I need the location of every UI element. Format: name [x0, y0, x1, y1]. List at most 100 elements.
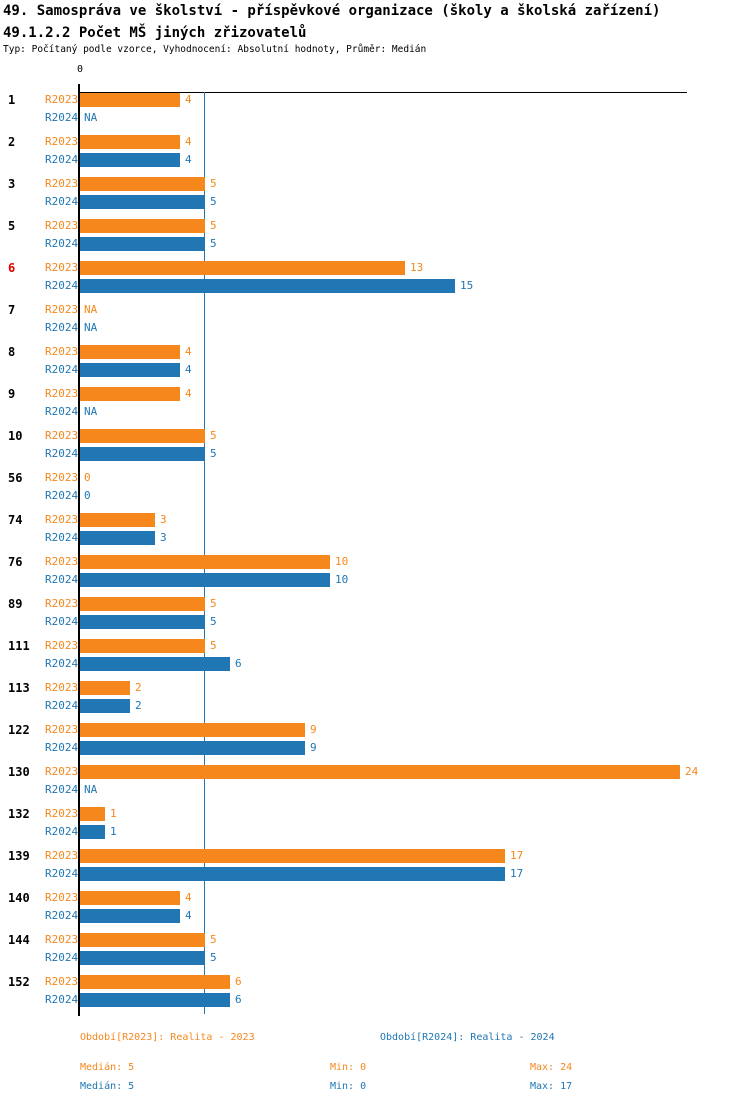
series-label: R2024 — [45, 993, 79, 1006]
series-label: R2023 — [45, 639, 79, 652]
value-label: 9 — [310, 723, 317, 736]
stat-median-r2024: Medián: 5 — [80, 1081, 135, 1092]
bar-row: R2024 6 — [0, 657, 750, 671]
value-label: 4 — [185, 153, 192, 166]
bar-group: 113 R2023 2 R2024 2 — [0, 681, 750, 723]
category-label: 7 — [8, 303, 16, 317]
category-label: 140 — [8, 891, 30, 905]
report-subtitle: 49.1.2.2 Počet MŠ jiných zřizovatelů — [3, 25, 307, 41]
value-label: 6 — [235, 657, 242, 670]
series-label: R2023 — [45, 849, 79, 862]
category-label: 9 — [8, 387, 16, 401]
report-title: 49. Samospráva ve školství - příspěvkové… — [3, 3, 661, 19]
bar-r2024 — [80, 531, 155, 545]
value-label: 4 — [185, 93, 192, 106]
bar-r2024 — [80, 447, 205, 461]
category-label: 89 — [8, 597, 23, 611]
series-label: R2024 — [45, 531, 79, 544]
bar-group: 3 R2023 5 R2024 5 — [0, 177, 750, 219]
value-label: 4 — [185, 909, 192, 922]
bar-group: 122 R2023 9 R2024 9 — [0, 723, 750, 765]
category-label: 152 — [8, 975, 30, 989]
series-label: R2023 — [45, 597, 79, 610]
bar-group: 74 R2023 3 R2024 3 — [0, 513, 750, 555]
series-label: R2024 — [45, 615, 79, 628]
bar-row: R2024 1 — [0, 825, 750, 839]
category-label: 132 — [8, 807, 30, 821]
series-label: R2023 — [45, 933, 79, 946]
bar-row: 122 R2023 9 — [0, 723, 750, 737]
bar-r2024 — [80, 279, 455, 293]
bar-row: 89 R2023 5 — [0, 597, 750, 611]
bar-row: R2024 17 — [0, 867, 750, 881]
bar-r2023 — [80, 387, 180, 401]
value-label: 5 — [210, 429, 217, 442]
category-label: 10 — [8, 429, 23, 443]
bar-r2023 — [80, 639, 205, 653]
bar-row: 2 R2023 4 — [0, 135, 750, 149]
bar-row: R2024 15 — [0, 279, 750, 293]
series-label: R2023 — [45, 177, 79, 190]
value-label: 5 — [210, 933, 217, 946]
value-label: 5 — [210, 237, 217, 250]
series-label: R2023 — [45, 429, 79, 442]
value-label: 10 — [335, 573, 349, 586]
series-label: R2024 — [45, 447, 79, 460]
value-label: 4 — [185, 363, 192, 376]
series-label: R2023 — [45, 303, 79, 316]
value-label: 4 — [185, 345, 192, 358]
bar-group: 144 R2023 5 R2024 5 — [0, 933, 750, 975]
bar-r2023 — [80, 723, 305, 737]
category-label: 130 — [8, 765, 30, 779]
value-label: 3 — [160, 513, 167, 526]
stat-min-r2023: Min: 0 — [330, 1062, 367, 1073]
series-label: R2024 — [45, 867, 79, 880]
value-label: 5 — [210, 219, 217, 232]
series-label: R2024 — [45, 321, 79, 334]
bar-row: R2024 4 — [0, 153, 750, 167]
category-label: 113 — [8, 681, 30, 695]
bar-group: 9 R2023 4 R2024 NA — [0, 387, 750, 429]
bar-row: R2024 5 — [0, 447, 750, 461]
bar-r2023 — [80, 597, 205, 611]
bar-r2024 — [80, 867, 505, 881]
series-label: R2023 — [45, 513, 79, 526]
bar-r2023 — [80, 807, 105, 821]
bar-group: 76 R2023 10 R2024 10 — [0, 555, 750, 597]
bar-group: 132 R2023 1 R2024 1 — [0, 807, 750, 849]
series-label: R2024 — [45, 825, 79, 838]
bar-r2024 — [80, 363, 180, 377]
value-label: 5 — [210, 951, 217, 964]
bar-r2024 — [80, 237, 205, 251]
value-label: 0 — [84, 489, 91, 502]
series-label: R2024 — [45, 279, 79, 292]
value-label: 15 — [460, 279, 474, 292]
category-label: 3 — [8, 177, 16, 191]
value-label: 24 — [685, 765, 699, 778]
median-reference-line — [204, 92, 205, 1014]
bar-row: 6 R2023 13 — [0, 261, 750, 275]
category-label: 122 — [8, 723, 30, 737]
value-label: NA — [84, 111, 98, 124]
x-axis-line — [80, 92, 687, 93]
value-label: 2 — [135, 681, 142, 694]
bar-row: 74 R2023 3 — [0, 513, 750, 527]
bar-r2023 — [80, 219, 205, 233]
bar-r2024 — [80, 951, 205, 965]
bar-group: 152 R2023 6 R2024 6 — [0, 975, 750, 1017]
series-label: R2023 — [45, 135, 79, 148]
bar-row: R2024 NA — [0, 321, 750, 335]
bar-row: R2024 2 — [0, 699, 750, 713]
bar-r2023 — [80, 177, 205, 191]
bar-r2023 — [80, 975, 230, 989]
bar-r2024 — [80, 993, 230, 1007]
value-label: 4 — [185, 387, 192, 400]
bar-r2024 — [80, 699, 130, 713]
stat-max-r2023: Max: 24 — [530, 1062, 573, 1073]
bar-r2023 — [80, 135, 180, 149]
bar-row: R2024 0 — [0, 489, 750, 503]
category-label: 6 — [8, 261, 16, 275]
series-label: R2023 — [45, 681, 79, 694]
bar-row: 8 R2023 4 — [0, 345, 750, 359]
series-label: R2024 — [45, 111, 79, 124]
